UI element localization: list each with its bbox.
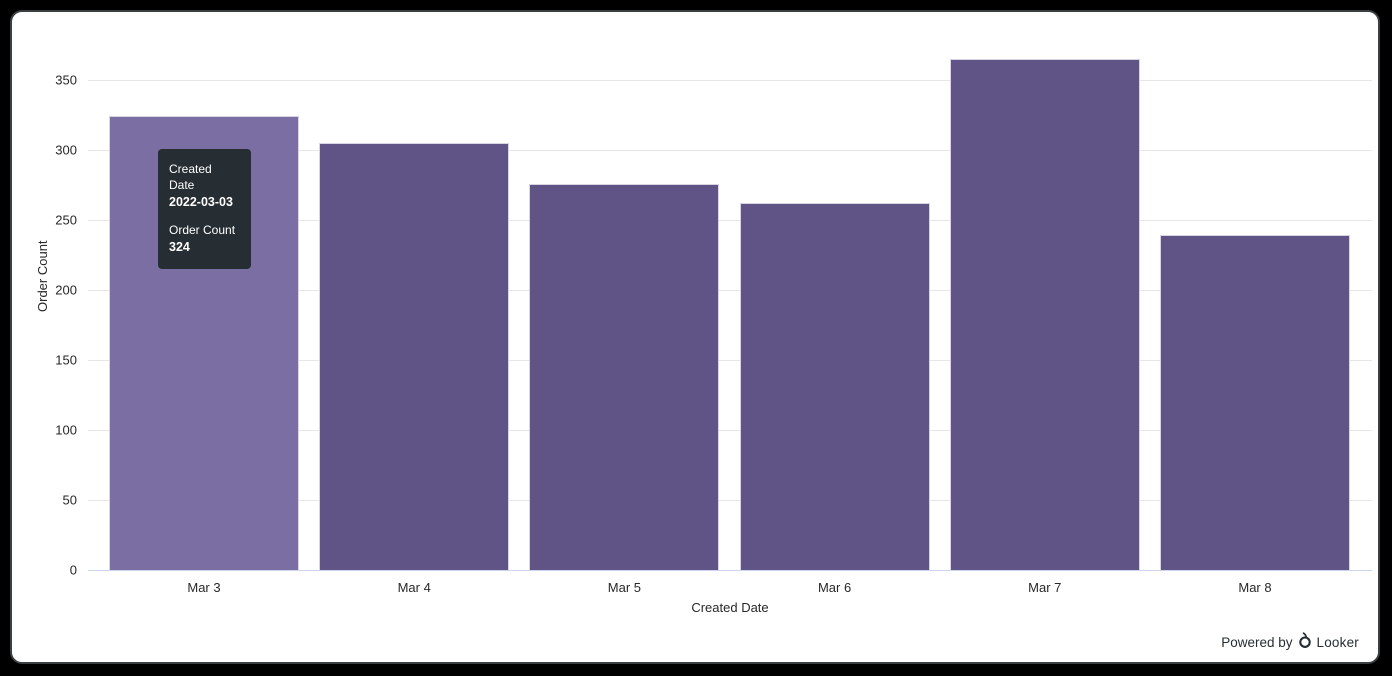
y-tick-label: 250 <box>55 212 77 228</box>
tooltip-spacer <box>169 211 240 222</box>
bar-mar-6[interactable] <box>739 203 930 570</box>
chart-tooltip: Created Date 2022-03-03 Order Count 324 <box>158 149 251 270</box>
y-gridline <box>88 360 1372 361</box>
y-axis-title: Order Count <box>35 240 50 312</box>
x-tick-label: Mar 3 <box>187 580 221 595</box>
bar-mar-7[interactable] <box>949 59 1140 570</box>
y-gridline <box>88 220 1372 221</box>
y-tick-label: 300 <box>55 142 77 158</box>
y-tick-label: 350 <box>55 72 77 88</box>
bar-mar-8[interactable] <box>1160 235 1350 570</box>
y-tick-label: 200 <box>55 282 77 298</box>
powered-by-text: Powered by <box>1221 634 1293 650</box>
y-tick-label: 100 <box>55 422 77 438</box>
y-gridline <box>88 290 1372 291</box>
y-gridline <box>88 150 1372 151</box>
bar-mar-4[interactable] <box>319 143 510 570</box>
tooltip-measure-value: 324 <box>169 240 190 255</box>
chart-card: 0 50 100 150 200 250 300 350 Mar 3 Mar 4 Mar 5 Mar … <box>10 10 1380 664</box>
y-gridline <box>88 500 1372 501</box>
y-gridline <box>88 430 1372 431</box>
x-axis-line <box>88 570 1372 571</box>
plot-area: 0 50 100 150 200 250 300 350 Mar 3 Mar 4 Mar 5 Mar … <box>12 12 1378 662</box>
tooltip-dimension-label: Created Date <box>169 162 212 193</box>
powered-by-looker[interactable]: Powered by Looker <box>1221 632 1359 652</box>
x-tick-label: Mar 5 <box>607 580 641 595</box>
x-tick-label: Mar 4 <box>397 580 431 595</box>
x-tick-label: Mar 6 <box>817 580 852 595</box>
tooltip-measure-label: Order Count <box>169 223 236 238</box>
bar-mar-5[interactable] <box>529 183 720 570</box>
x-tick-label: Mar 7 <box>1028 580 1062 595</box>
y-tick-label: 0 <box>69 562 77 578</box>
looker-logo-icon <box>1298 632 1312 652</box>
y-tick-label: 150 <box>55 352 77 368</box>
looker-brand-text: Looker <box>1316 634 1359 650</box>
x-axis-title: Created Date <box>691 600 769 615</box>
x-tick-label: Mar 8 <box>1238 580 1272 595</box>
tooltip-dimension-value: 2022-03-03 <box>169 195 233 210</box>
y-gridline <box>88 80 1372 81</box>
y-tick-label: 50 <box>62 492 77 508</box>
